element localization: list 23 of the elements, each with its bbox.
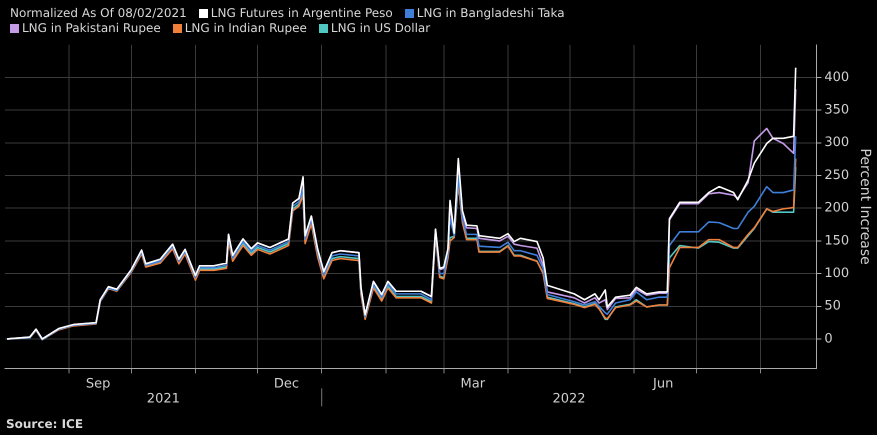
text: 2022 <box>552 391 586 406</box>
legend-label: LNG in US Dollar <box>330 21 430 35</box>
legend-title: Normalized As Of 08/02/2021 <box>10 6 187 20</box>
text: 2021 <box>146 391 180 406</box>
legend-label: LNG in Pakistani Rupee <box>22 21 161 35</box>
y-tick-label: 150 <box>824 233 850 248</box>
y-tick-label: 50 <box>824 298 841 314</box>
y-axis-title: Percent Increase <box>856 148 873 265</box>
y-tick-label: 250 <box>824 168 850 183</box>
legend-label: LNG Futures in Argentine Peso <box>210 6 393 20</box>
legend-label: LNG in Indian Rupee <box>184 21 307 35</box>
y-tick-label: 200 <box>824 200 850 216</box>
y-tick-label: 300 <box>824 135 850 150</box>
legend-label: LNG in Bangladeshi Taka <box>416 6 565 20</box>
y-tick-label: 0 <box>824 331 833 346</box>
y-tick-label: 400 <box>824 70 850 85</box>
x-tick-label: Mar <box>460 376 486 392</box>
y-tick-label: 350 <box>824 102 850 118</box>
y-tick-label: 100 <box>824 266 850 281</box>
source-note: Source: ICE <box>5 416 84 431</box>
x-tick-label: Dec <box>274 376 300 392</box>
x-tick-label: Jun <box>652 376 674 392</box>
x-tick-label: Sep <box>86 376 110 392</box>
